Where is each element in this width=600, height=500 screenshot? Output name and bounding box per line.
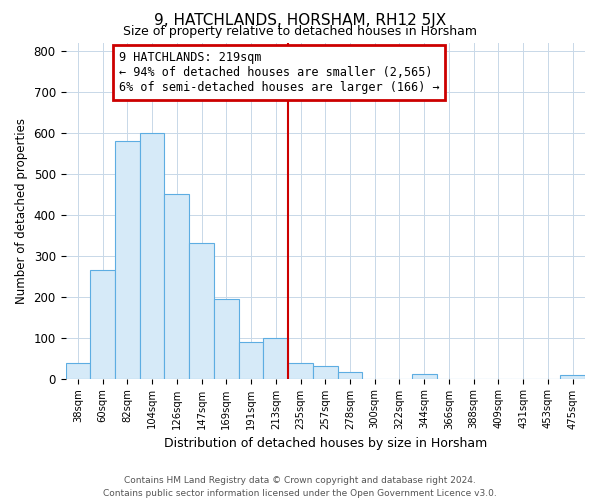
Text: 9, HATCHLANDS, HORSHAM, RH12 5JX: 9, HATCHLANDS, HORSHAM, RH12 5JX [154, 12, 446, 28]
Bar [288, 363, 313, 378]
Bar [140, 132, 164, 378]
Bar [65, 363, 90, 378]
Bar [263, 338, 288, 378]
Bar [189, 244, 214, 378]
Bar [313, 366, 338, 378]
Bar [239, 342, 263, 378]
Text: 9 HATCHLANDS: 219sqm
← 94% of detached houses are smaller (2,565)
6% of semi-det: 9 HATCHLANDS: 219sqm ← 94% of detached h… [119, 50, 439, 94]
X-axis label: Distribution of detached houses by size in Horsham: Distribution of detached houses by size … [164, 437, 487, 450]
Bar [214, 298, 239, 378]
Bar [560, 376, 585, 378]
Text: Size of property relative to detached houses in Horsham: Size of property relative to detached ho… [123, 25, 477, 38]
Bar [412, 374, 437, 378]
Text: Contains HM Land Registry data © Crown copyright and database right 2024.
Contai: Contains HM Land Registry data © Crown c… [103, 476, 497, 498]
Bar [164, 194, 189, 378]
Bar [338, 372, 362, 378]
Bar [115, 141, 140, 378]
Bar [90, 270, 115, 378]
Y-axis label: Number of detached properties: Number of detached properties [15, 118, 28, 304]
